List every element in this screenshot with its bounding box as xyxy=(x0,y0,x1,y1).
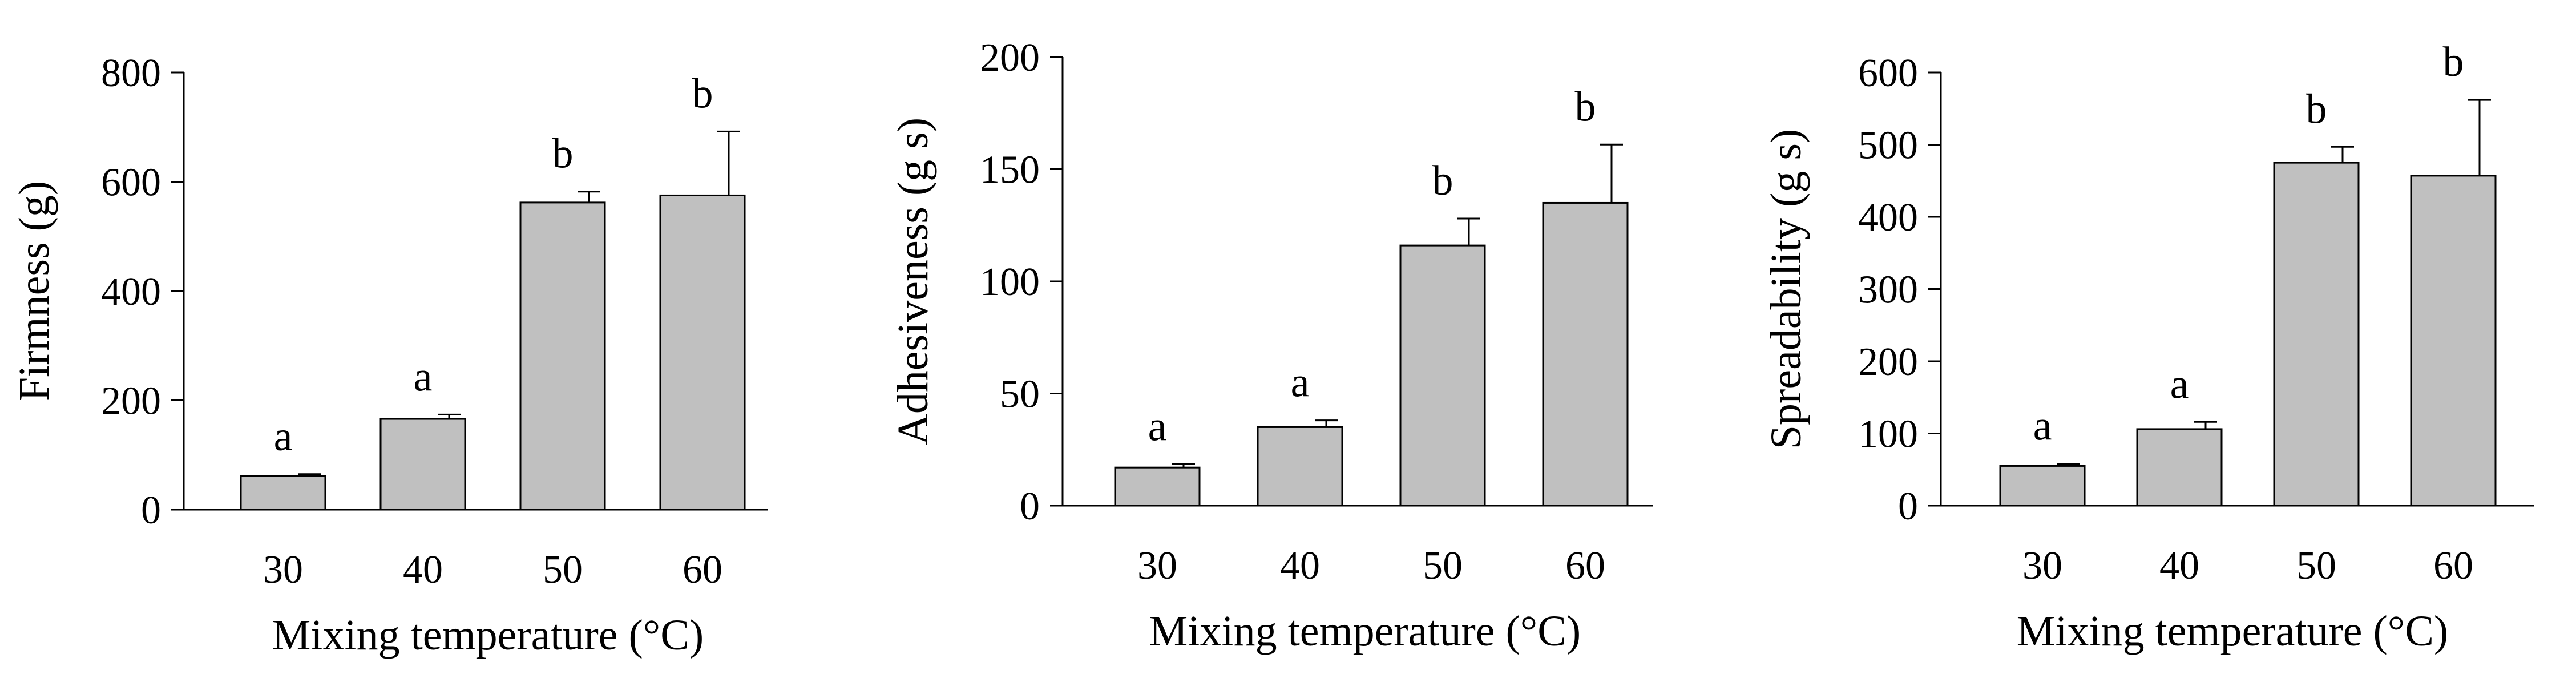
spreadability-significance-60: b xyxy=(2443,39,2464,86)
spreadability-x-tick-label-40: 40 xyxy=(2159,544,2199,588)
spreadability-y-tick-label: 600 xyxy=(1858,51,1918,95)
firmness-x-tick-label-50: 50 xyxy=(543,548,583,592)
adhesiveness-x-axis-title: Mixing temperature (°C) xyxy=(1149,607,1581,655)
firmness-y-axis-title: Firmness (g) xyxy=(10,181,58,401)
spreadability-bar-30 xyxy=(1999,465,2086,507)
firmness-bar-60 xyxy=(659,194,746,511)
adhesiveness-x-tick-label-60: 60 xyxy=(1565,544,1605,588)
firmness-x-tick-label-30: 30 xyxy=(263,548,303,592)
spreadability-y-tick-label: 300 xyxy=(1858,268,1918,312)
spreadability-x-tick-label-30: 30 xyxy=(2022,544,2062,588)
spreadability-y-tick-label: 400 xyxy=(1858,196,1918,240)
spreadability-significance-50: b xyxy=(2306,86,2327,132)
adhesiveness-bar-40 xyxy=(1257,426,1343,507)
spreadability-significance-40: a xyxy=(2170,361,2189,407)
adhesiveness-y-tick-label: 100 xyxy=(980,260,1040,304)
spreadability-y-tick-label: 0 xyxy=(1898,485,1918,528)
firmness-significance-40: a xyxy=(414,353,433,400)
spreadability-bar-50 xyxy=(2273,162,2360,507)
adhesiveness-x-tick-label-40: 40 xyxy=(1280,544,1320,588)
firmness-x-tick-label-40: 40 xyxy=(403,548,443,592)
firmness-bar-40 xyxy=(379,418,466,511)
adhesiveness-y-tick-label: 200 xyxy=(980,36,1040,80)
spreadability-x-tick-label-50: 50 xyxy=(2296,544,2336,588)
adhesiveness-significance-40: a xyxy=(1291,360,1310,406)
firmness-significance-60: b xyxy=(692,70,713,117)
firmness-bar-30 xyxy=(240,475,326,511)
firmness-y-tick-label: 400 xyxy=(101,270,161,314)
adhesiveness-y-axis-title: Adhesiveness (g s) xyxy=(889,118,937,445)
spreadability-x-tick-label-60: 60 xyxy=(2433,544,2473,588)
firmness-bar-50 xyxy=(519,201,606,511)
adhesiveness-panel: 0 50 100 150 200 a 30 a 40 b 50 b 60 Mixing temperatu… xyxy=(889,36,1653,655)
adhesiveness-significance-30: a xyxy=(1148,403,1167,450)
adhesiveness-bar-60 xyxy=(1542,201,1629,507)
spreadability-y-tick-label: 500 xyxy=(1858,124,1918,168)
firmness-significance-50: b xyxy=(552,131,574,177)
spreadability-y-tick-label: 100 xyxy=(1858,413,1918,457)
adhesiveness-x-tick-label-30: 30 xyxy=(1137,544,1177,588)
spreadability-bar-60 xyxy=(2410,175,2497,507)
adhesiveness-significance-50: b xyxy=(1432,158,1453,204)
firmness-y-tick-label: 600 xyxy=(101,161,161,205)
spreadability-panel: 0 100 200 300 400 500 600 a 30 a 40 b 50 b 60 Mixing te… xyxy=(1762,39,2534,655)
adhesiveness-significance-60: b xyxy=(1575,83,1596,130)
adhesiveness-bar-30 xyxy=(1114,466,1201,507)
adhesiveness-y-tick-label: 0 xyxy=(1020,485,1040,528)
firmness-panel: 0 200 400 600 800 a 30 a 40 b 50 b 60 Mixing temperat… xyxy=(10,51,768,659)
spreadability-x-axis-title: Mixing temperature (°C) xyxy=(2017,607,2448,655)
firmness-x-tick-label-60: 60 xyxy=(683,548,722,592)
spreadability-y-axis-title: Spreadability (g s) xyxy=(1762,129,1810,449)
firmness-significance-30: a xyxy=(274,413,293,460)
spreadability-bar-40 xyxy=(2136,428,2223,507)
adhesiveness-bar-50 xyxy=(1399,244,1486,507)
firmness-y-tick-label: 0 xyxy=(141,489,161,532)
spreadability-y-tick-label: 200 xyxy=(1858,340,1918,384)
firmness-y-tick-label: 800 xyxy=(101,51,161,95)
spreadability-significance-30: a xyxy=(2033,403,2052,450)
adhesiveness-y-tick-label: 50 xyxy=(1000,373,1040,417)
adhesiveness-x-tick-label-50: 50 xyxy=(1423,544,1463,588)
firmness-x-axis-title: Mixing temperature (°C) xyxy=(272,611,704,659)
firmness-y-tick-label: 200 xyxy=(101,380,161,423)
adhesiveness-y-tick-label: 150 xyxy=(980,148,1040,192)
